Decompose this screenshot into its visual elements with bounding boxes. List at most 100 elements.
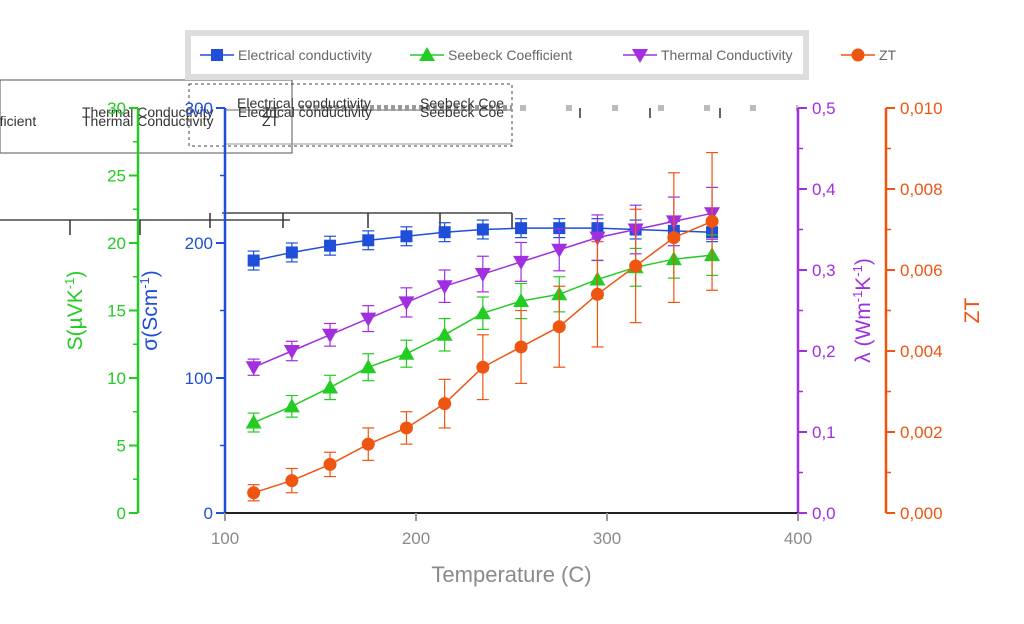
y-tick-label: 0,4 (812, 180, 836, 199)
data-point (398, 296, 415, 311)
legend-item-label: Thermal Conductivity (661, 47, 793, 63)
y-tick-label: 5 (117, 437, 126, 456)
y-tick-label: 200 (185, 234, 213, 253)
y-tick-label: 0,006 (900, 261, 943, 280)
data-point (247, 486, 261, 500)
y-tick-label: 0 (117, 504, 126, 523)
y-axis-S: 0 5 10 15 20 25 30 S(µVK-1) (62, 99, 140, 523)
y-tick-label: 0,3 (812, 261, 836, 280)
y-tick-label: 0,0 (812, 504, 836, 523)
data-point (324, 239, 337, 252)
data-point (438, 397, 452, 411)
ghost-legend-text: ZT (262, 104, 280, 120)
y-axis-sigma: 0 100 200 300 σ(Scm-1) (137, 99, 227, 523)
x-tick-label: 100 (211, 529, 239, 548)
x-axis: 100 200 300 400 Temperature (C) (211, 512, 812, 587)
data-point (399, 421, 413, 435)
data-point (551, 243, 568, 258)
ghost-legend-text: Thermal Conductivity (82, 104, 214, 120)
y-tick-label: 0,002 (900, 423, 943, 442)
data-point (247, 254, 260, 267)
data-point (360, 359, 377, 374)
y-tick-label: 10 (107, 369, 126, 388)
data-point (476, 360, 490, 374)
data-point (474, 268, 491, 283)
data-point (474, 305, 491, 320)
data-point (323, 457, 337, 471)
data-point (667, 231, 681, 245)
legend-ghost-layer: Electrical conductivity Seebeck Coe Electr… (0, 79, 798, 235)
ghost-legend-text: Electrical conductivity (237, 95, 371, 111)
y-axis-title: ZT (961, 298, 984, 324)
y-axis-title: σ(Scm-1) (137, 270, 162, 351)
ghost-legend-text: fficient (0, 113, 36, 129)
legend-item-label: Electrical conductivity (238, 47, 372, 63)
ghost-legend-text: ZT (262, 113, 280, 129)
y-tick-label: 0,1 (812, 423, 836, 442)
ghost-legend-frame (0, 79, 293, 154)
data-point (322, 379, 339, 394)
data-point (283, 345, 300, 359)
y-tick-label: 20 (107, 234, 126, 253)
x-tick-label: 400 (784, 529, 812, 548)
ghost-legend-text: Seebeck Coe (420, 104, 504, 120)
data-point (283, 398, 300, 413)
y-tick-label: 0,5 (812, 99, 836, 118)
y-tick-label: 25 (107, 167, 126, 186)
y-tick-label: 0,004 (900, 342, 943, 361)
y-tick-label: 0,008 (900, 180, 943, 199)
data-point (705, 214, 719, 228)
data-point (513, 293, 530, 308)
legend-box (185, 30, 809, 80)
chart-legend: Electrical conductivity Seebeck Coefficie… (185, 30, 897, 80)
y-axis-title: S(µVK-1) (62, 271, 87, 351)
data-point (419, 47, 435, 61)
data-point (360, 312, 377, 327)
data-point (438, 226, 451, 239)
data-point (322, 328, 339, 343)
data-point (589, 231, 606, 246)
data-point (590, 287, 604, 301)
ghost-legend-frame (188, 83, 513, 147)
data-point (436, 280, 453, 295)
y-tick-label: 0,000 (900, 504, 943, 523)
data-point (476, 223, 489, 236)
y-tick-label: 30 (107, 99, 126, 118)
y-tick-label: 0,010 (900, 99, 943, 118)
data-point (514, 340, 528, 354)
legend-item-label: ZT (879, 47, 897, 63)
data-point (245, 414, 262, 429)
data-point (629, 259, 643, 273)
legend-item-label: Seebeck Coefficient (448, 47, 572, 63)
ghost-legend-text: Thermal Conductivity (82, 113, 214, 129)
data-point (513, 255, 530, 270)
ghost-legend-text: Electrical conductivity (238, 104, 372, 120)
y-axis-ZT: 0,000 0,002 0,004 0,006 0,008 0,010 ZT (884, 99, 984, 523)
data-point (285, 474, 299, 488)
data-point (632, 49, 648, 63)
data-point (362, 234, 375, 247)
y-tick-label: 0 (204, 504, 213, 523)
data-point (361, 437, 375, 451)
y-tick-label: 15 (107, 302, 126, 321)
data-point (398, 345, 415, 360)
series-zt (247, 151, 719, 502)
data-point (851, 48, 865, 62)
data-point (552, 320, 566, 334)
y-axis-lambda: 0,0 0,1 0,2 0,3 0,4 0,5 λ (Wm-1K-1) (796, 99, 875, 523)
data-point (400, 230, 413, 243)
y-tick-label: 0,2 (812, 342, 836, 361)
x-tick-label: 200 (402, 529, 430, 548)
x-axis-title: Temperature (C) (431, 562, 591, 587)
y-tick-label: 300 (185, 99, 213, 118)
data-point (515, 222, 528, 235)
x-tick-label: 300 (593, 529, 621, 548)
y-tick-label: 100 (185, 369, 213, 388)
data-point (436, 326, 453, 341)
data-point (245, 361, 262, 376)
ghost-legend-text: Seebeck Coe (420, 95, 504, 111)
data-point (211, 49, 223, 61)
data-point (285, 246, 298, 259)
y-axis-title: λ (Wm-1K-1) (850, 258, 875, 363)
